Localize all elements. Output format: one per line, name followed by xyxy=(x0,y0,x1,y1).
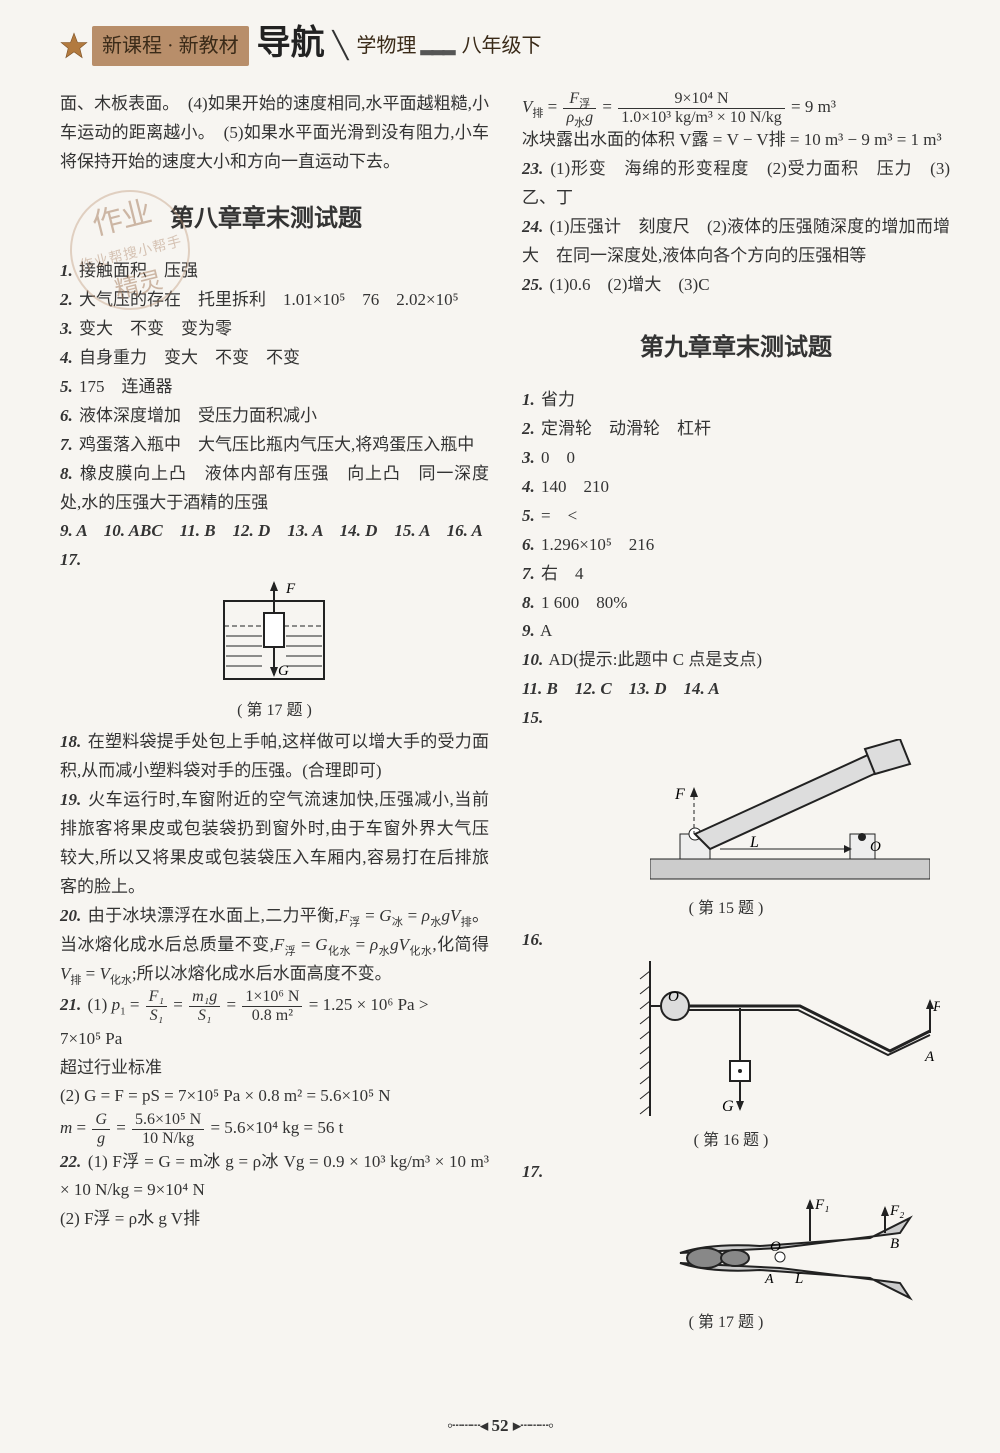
intro-tail: 面、木板表面。 (4)如果开始的速度相同,水平面越粗糙,小车运动的距离越小。 (… xyxy=(60,90,489,177)
left-column: 面、木板表面。 (4)如果开始的速度相同,水平面越粗糙,小车运动的距离越小。 (… xyxy=(60,90,497,1340)
svg-text:A: A xyxy=(764,1272,774,1287)
l-q8: 8. 橡皮膜向上凸 液体内部有压强 向上凸 同一深度处,水的压强大于酒精的压强 xyxy=(60,460,489,518)
r5: 5. = < xyxy=(522,502,950,531)
l-q21e: m = Gg = 5.6×10⁵ N10 N/kg = 5.6×10⁴ kg =… xyxy=(60,1111,489,1147)
figure-16: O G A F ( 第 16 题 ) xyxy=(522,961,950,1154)
header-subject: 学物理 xyxy=(352,29,416,63)
l-q21c: 超过行业标准 xyxy=(60,1054,489,1083)
r10: 10. AD(提示:此题中 C 点是支点) xyxy=(522,646,950,675)
r1: 1. 省力 xyxy=(522,386,950,415)
svg-text:F: F xyxy=(674,786,685,803)
r-top: V排 = F浮ρ水g = 9×10⁴ N1.0×10³ kg/m³ × 10 N… xyxy=(522,90,950,126)
r16-label: 16. xyxy=(522,926,950,955)
l-q21d: (2) G = F = pS = 7×10⁵ Pa × 0.8 m² = 5.6… xyxy=(60,1082,489,1111)
page-number: ◦┄┄┄◂ 52 ▸┄┄┄◦ xyxy=(0,1412,1000,1441)
svg-text:F₁: F₁ xyxy=(814,1197,829,1213)
figure-17-left: F G ( 第 17 题 ) xyxy=(60,581,489,724)
r3: 3. 0 0 xyxy=(522,444,950,473)
fig17-right-cap: ( 第 17 题 ) xyxy=(689,1309,764,1336)
l-q1: 1. 接触面积 压强 xyxy=(60,257,489,286)
r-q23: 23. (1)形变 海绵的形变程度 (2)受力面积 压力 (3)乙、丁 xyxy=(522,155,950,213)
header-series: 新课程 · 新教材 xyxy=(92,26,249,66)
l-q4: 4. 自身重力 变大 不变 不变 xyxy=(60,344,489,373)
fig17-left-cap: ( 第 17 题 ) xyxy=(237,697,312,724)
l-q3: 3. 变大 不变 变为零 xyxy=(60,315,489,344)
l-q5: 5. 175 连通器 xyxy=(60,373,489,402)
l-q21b: 7×10⁵ Pa xyxy=(60,1025,489,1054)
r-top2: 冰块露出水面的体积 V露 = V − V排 = 10 m³ − 9 m³ = 1… xyxy=(522,126,950,155)
svg-text:F₂: F₂ xyxy=(889,1203,904,1219)
r-mc: 11. B 12. C 13. D 14. A xyxy=(522,675,950,704)
svg-text:F: F xyxy=(285,581,296,597)
l-mc: 9. A 10. ABC 11. B 12. D 13. A 14. D 15.… xyxy=(60,517,489,546)
r4: 4. 140 210 xyxy=(522,473,950,502)
l-q19: 19. 火车运行时,车窗附近的空气流速加快,压强减小,当前排旅客将果皮或包装袋扔… xyxy=(60,786,489,902)
r2: 2. 定滑轮 动滑轮 杠杆 xyxy=(522,415,950,444)
section-9-title: 第九章章末测试题 xyxy=(522,328,950,369)
header-grade: 八年级下 xyxy=(458,29,542,63)
star-icon xyxy=(60,32,88,60)
svg-text:L: L xyxy=(749,834,759,851)
r17-label: 17. xyxy=(522,1158,950,1187)
l-q22b: (2) F浮 = ρ水 g V排 xyxy=(60,1205,489,1234)
svg-text:B: B xyxy=(890,1236,899,1252)
svg-text:A: A xyxy=(924,1049,935,1065)
svg-text:G: G xyxy=(722,1098,734,1115)
r9: 9. A xyxy=(522,617,950,646)
r-q24: 24. (1)压强计 刻度尺 (2)液体的压强随深度的增加而增大 在同一深度处,… xyxy=(522,213,950,271)
header-logo: 导航 xyxy=(253,15,329,73)
r-q25: 25. (1)0.6 (2)增大 (3)C xyxy=(522,271,950,300)
svg-text:F: F xyxy=(932,999,940,1015)
l-q21: 21. (1) p1 = F₁S₁ = m₁gS₁ = 1×10⁶ N0.8 m… xyxy=(60,988,489,1024)
svg-text:G: G xyxy=(278,663,289,679)
l-q20: 20. 由于冰块漂浮在水面上,二力平衡,F浮 = G冰 = ρ水gV排。当冰熔化… xyxy=(60,902,489,989)
l-q7: 7. 鸡蛋落入瓶中 大气压比瓶内气压大,将鸡蛋压入瓶中 xyxy=(60,431,489,460)
l-q17-label: 17. xyxy=(60,546,489,575)
r15-label: 15. xyxy=(522,704,950,733)
figure-15: F L O ( 第 15 题 ) xyxy=(522,739,950,922)
fig15-cap: ( 第 15 题 ) xyxy=(689,895,764,922)
right-column: V排 = F浮ρ水g = 9×10⁴ N1.0×10³ kg/m³ × 10 N… xyxy=(513,90,950,1340)
l-q2: 2. 大气压的存在 托里拆利 1.01×10⁵ 76 2.02×10⁵ xyxy=(60,286,489,315)
r8: 8. 1 600 80% xyxy=(522,589,950,618)
svg-text:L: L xyxy=(794,1271,803,1287)
svg-text:O: O xyxy=(668,989,679,1005)
r6: 6. 1.296×10⁵ 216 xyxy=(522,531,950,560)
section-8-title: 第八章章末测试题 xyxy=(170,199,489,240)
header-wavy: ▂▂▂ xyxy=(420,32,453,61)
l-q6: 6. 液体深度增加 受压力面积减小 xyxy=(60,402,489,431)
page-header: 新课程 · 新教材 导航 ╲ 学物理 ▂▂▂ 八年级下 xyxy=(60,20,950,72)
fig16-cap: ( 第 16 题 ) xyxy=(694,1127,769,1154)
svg-text:O: O xyxy=(770,1239,781,1255)
r7: 7. 右 4 xyxy=(522,560,950,589)
svg-text:O: O xyxy=(870,839,881,855)
l-q22a: 22. (1) F浮 = G = m冰 g = ρ冰 Vg = 0.9 × 10… xyxy=(60,1148,489,1206)
figure-17-right: O L F₁ F₂ B A ( 第 17 题 ) xyxy=(522,1193,950,1336)
l-q18: 18. 在塑料袋提手处包上手帕,这样做可以增大手的受力面积,从而减小塑料袋对手的… xyxy=(60,728,489,786)
